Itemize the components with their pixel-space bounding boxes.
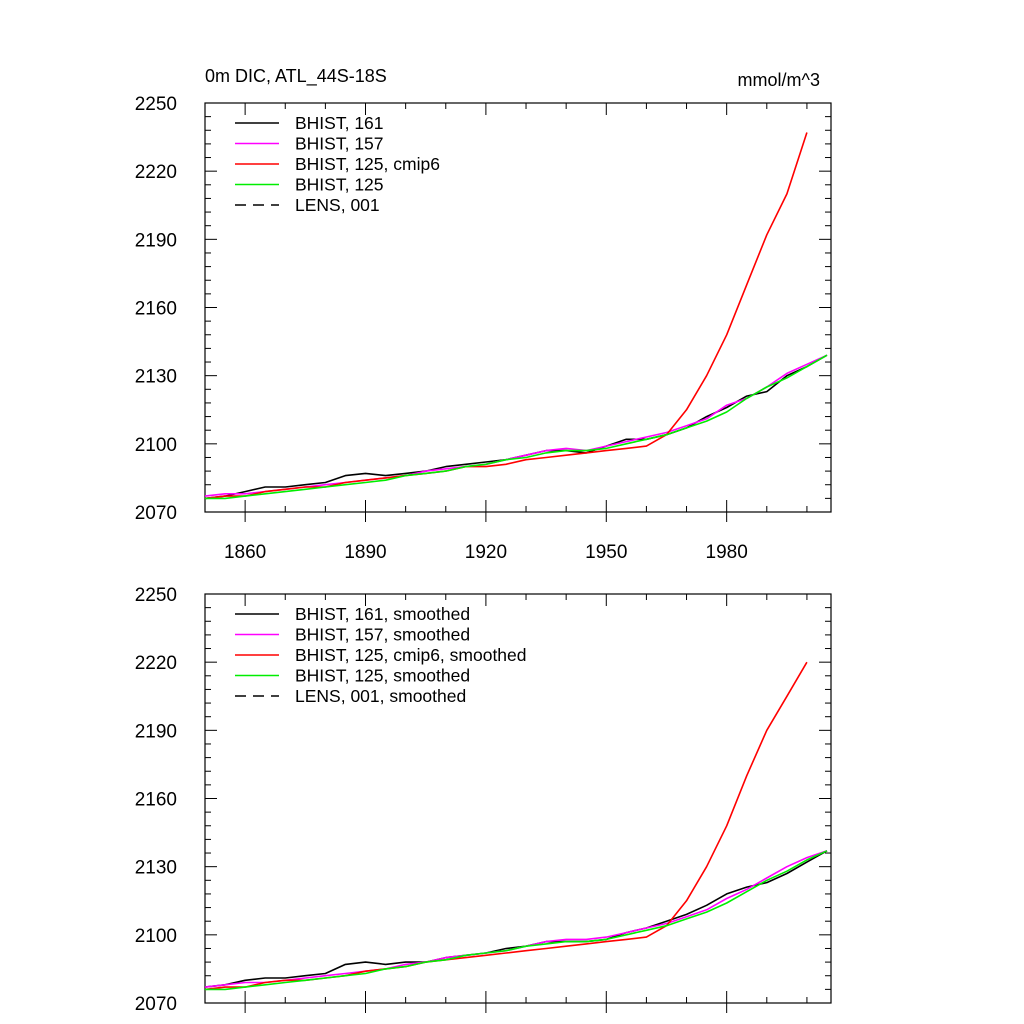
- y-tick-label: 2220: [135, 653, 177, 674]
- y-tick-label: 2250: [135, 94, 177, 115]
- legend-label: BHIST, 125, cmip6, smoothed: [295, 645, 527, 665]
- x-tick-label: 1950: [585, 542, 627, 563]
- x-tick-label: 1890: [344, 542, 386, 563]
- y-tick-label: 2070: [135, 994, 177, 1015]
- series-line-2: [204, 850, 828, 988]
- chart-title: 0m DIC, ATL_44S-18S: [205, 66, 387, 87]
- legend-label: BHIST, 125, cmip6: [295, 154, 440, 174]
- legend-label: BHIST, 125, smoothed: [295, 666, 470, 686]
- legend-label: BHIST, 157, smoothed: [295, 625, 470, 645]
- x-tick-label: 1860: [224, 542, 266, 563]
- series-line-1: [204, 850, 828, 988]
- y-tick-label: 2220: [135, 162, 177, 183]
- legend-label: BHIST, 157: [295, 134, 384, 154]
- series-line-2: [204, 354, 828, 497]
- series-line-4: [205, 354, 828, 500]
- series-line-4: [205, 850, 828, 991]
- y-tick-label: 2130: [135, 367, 177, 388]
- y-tick-label: 2160: [135, 790, 177, 811]
- bottom-panel: 2070 2100 2130 2160 2190 2220 2250 BHIST, 161, …: [135, 585, 832, 1015]
- legend-label: LENS, 001, smoothed: [295, 686, 466, 706]
- y-tick-label: 2070: [135, 503, 177, 524]
- y-tick-label: 2100: [135, 926, 177, 947]
- top-panel: 2070 2100 2130 2160 2190 2220 2250 1860 1890 1920…: [135, 94, 832, 563]
- legend-label: BHIST, 161: [295, 113, 384, 133]
- x-tick-label: 1980: [706, 542, 748, 563]
- y-tick-label: 2160: [135, 299, 177, 320]
- series-line-3: [204, 132, 808, 500]
- y-tick-label: 2100: [135, 435, 177, 456]
- y-tick-label: 2190: [135, 721, 177, 742]
- units-label: mmol/m^3: [738, 70, 820, 90]
- series-line-1: [204, 354, 828, 500]
- legend-label: BHIST, 125: [295, 175, 384, 195]
- legend-label: BHIST, 161, smoothed: [295, 604, 470, 624]
- series-line-3: [204, 661, 808, 991]
- y-tick-label: 2250: [135, 585, 177, 606]
- x-tick-label: 1920: [465, 542, 507, 563]
- legend-label: LENS, 001: [295, 195, 380, 215]
- y-tick-label: 2130: [135, 858, 177, 879]
- y-tick-label: 2190: [135, 230, 177, 251]
